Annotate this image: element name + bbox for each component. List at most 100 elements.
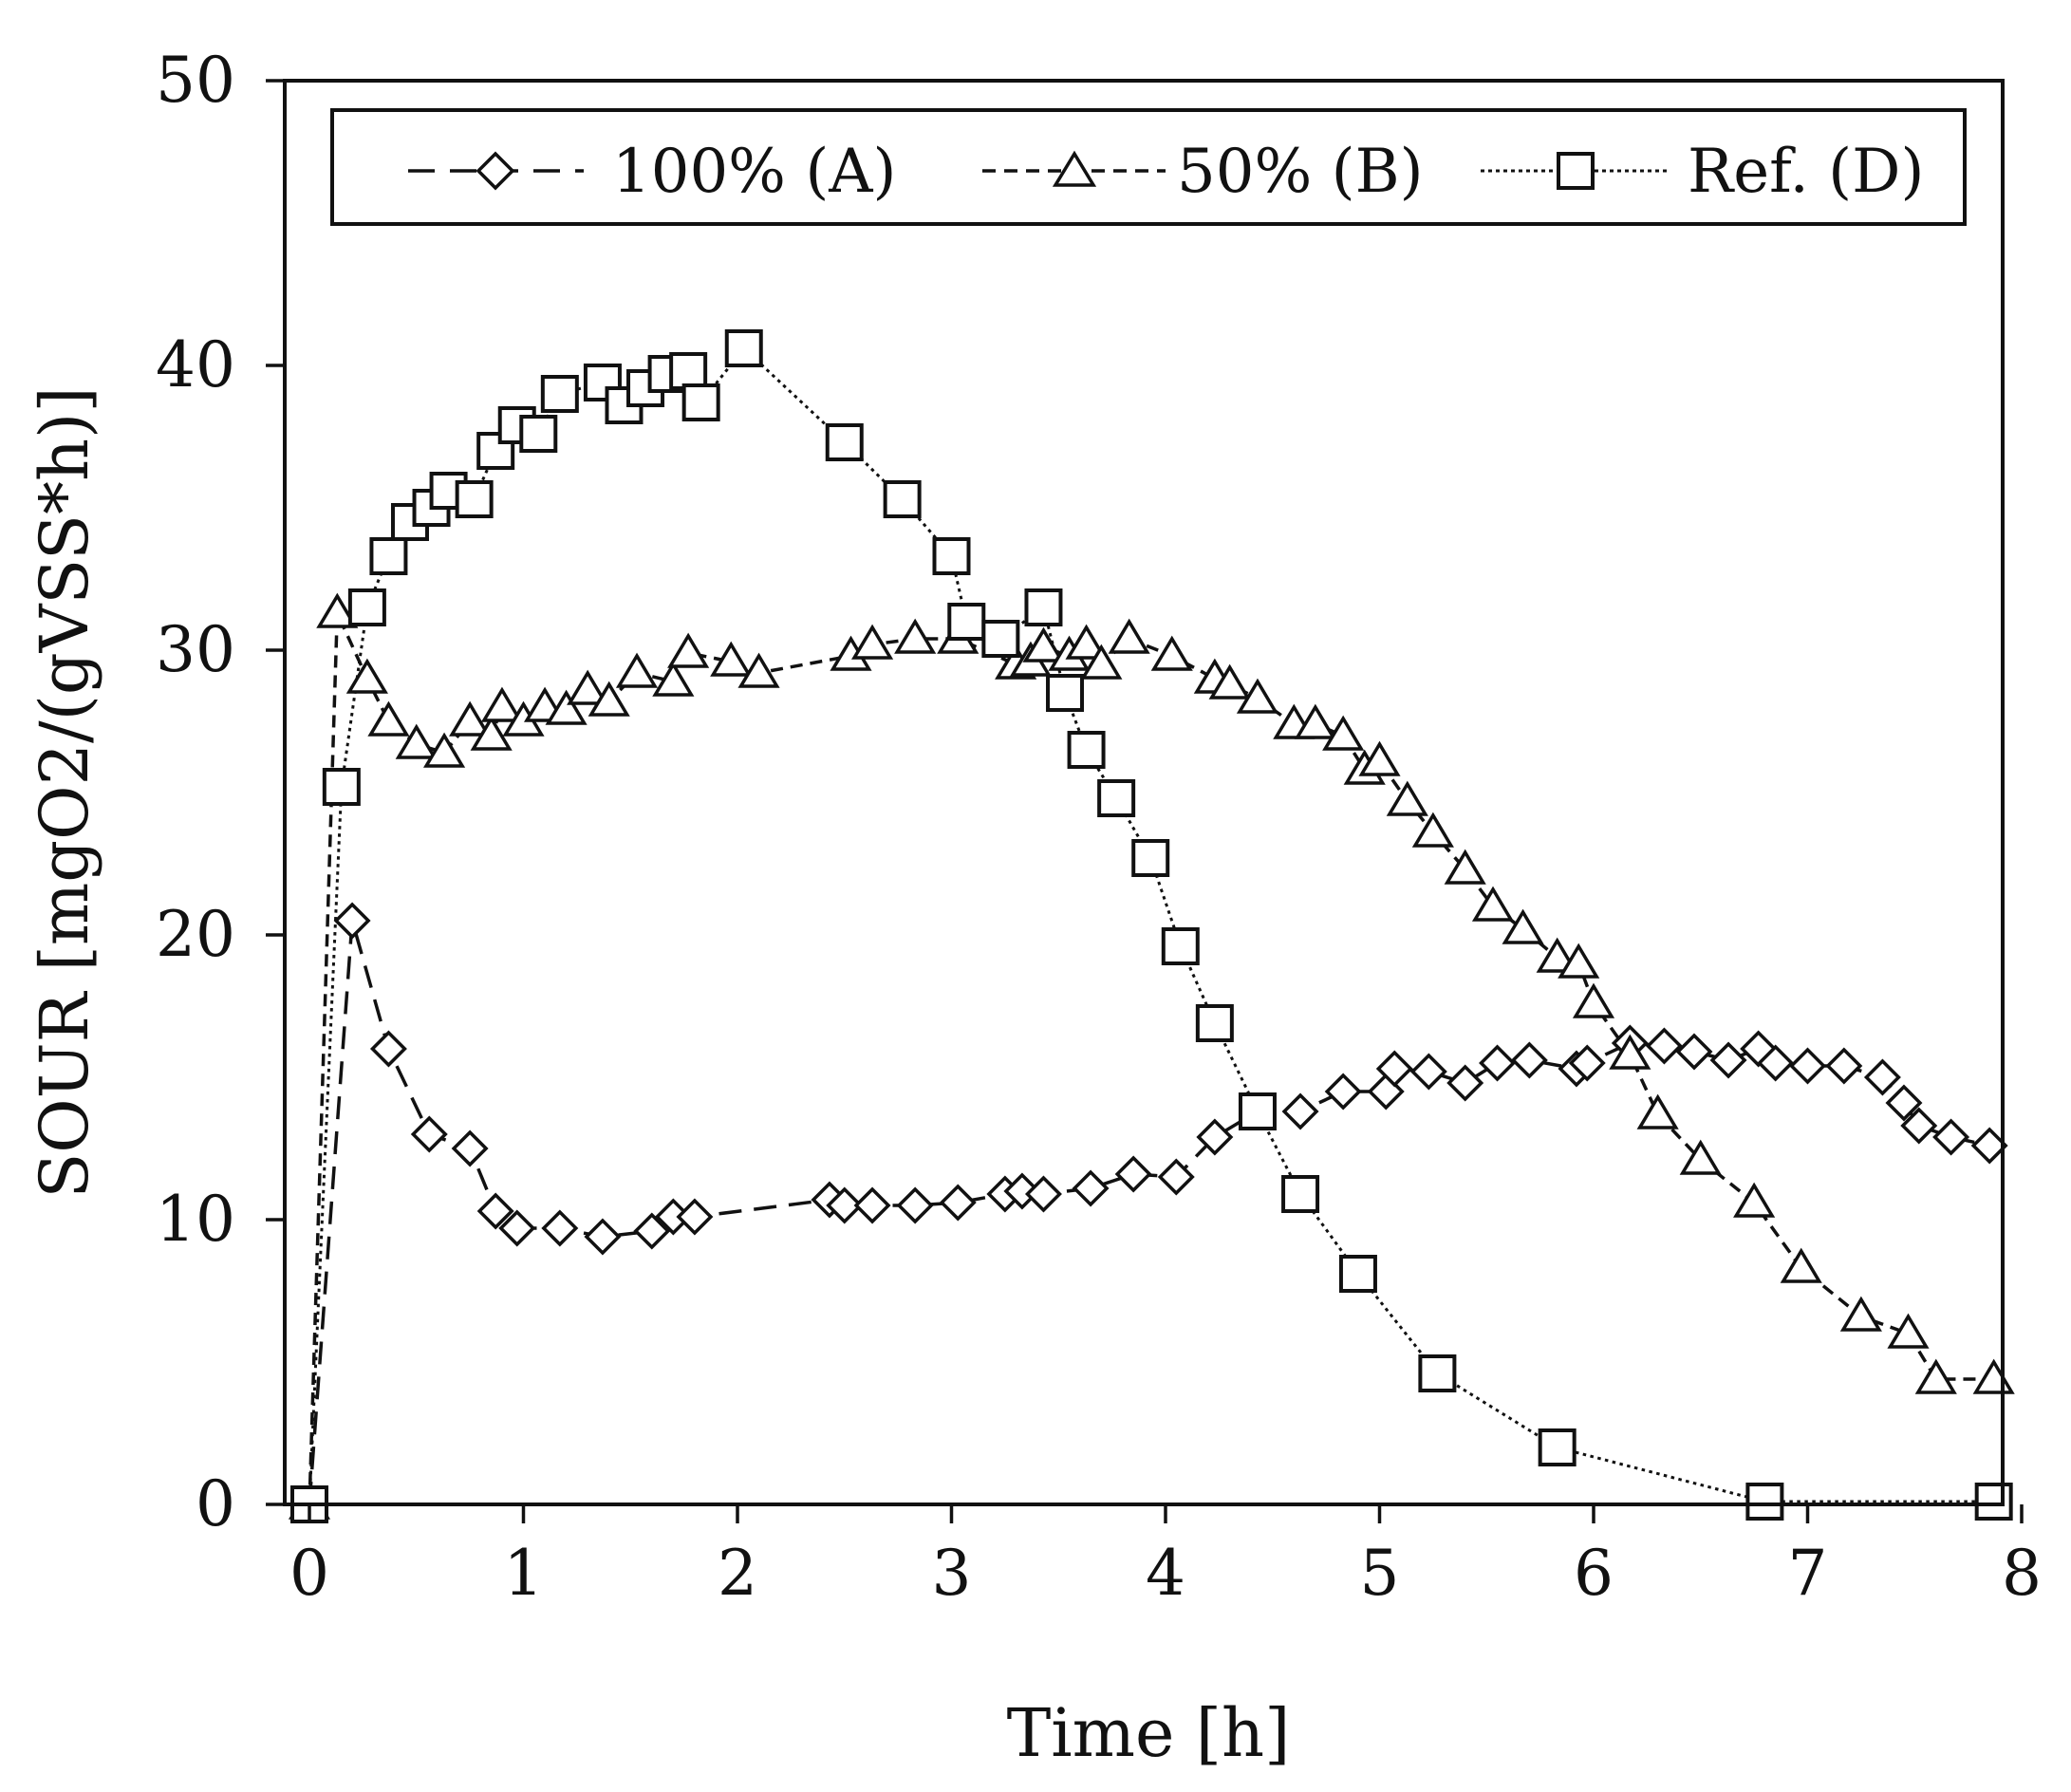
data-point-b — [1536, 937, 1578, 973]
data-point-b — [1411, 812, 1454, 848]
data-point-b — [480, 686, 524, 722]
legend: 100% (A) 50% (B) Ref. (D) — [330, 108, 1967, 226]
data-point-b — [1108, 618, 1150, 654]
data-point-d — [1281, 1175, 1320, 1213]
data-point-a — [1789, 1047, 1826, 1085]
data-point-d — [1195, 1004, 1234, 1042]
data-point-b — [850, 624, 894, 660]
data-point-b — [395, 723, 438, 759]
data-point-b — [615, 652, 659, 688]
data-point-d — [455, 480, 494, 518]
data-point-b — [588, 681, 630, 717]
data-point-d — [932, 537, 971, 575]
data-point-b — [1572, 982, 1615, 1018]
data-point-a — [1375, 1050, 1413, 1088]
data-point-b — [345, 658, 388, 694]
data-point-b — [1150, 635, 1193, 671]
data-point-b — [710, 641, 753, 677]
data-point-a — [676, 1198, 714, 1236]
data-point-b — [367, 700, 410, 737]
data-point-a — [1479, 1044, 1516, 1082]
data-point-b — [1444, 849, 1486, 885]
data-point-a — [939, 1184, 977, 1222]
data-point-a — [896, 1186, 934, 1224]
data-point-a — [1072, 1169, 1110, 1207]
data-point-b — [1679, 1139, 1722, 1175]
data-point-b — [1780, 1247, 1822, 1283]
data-point-a — [1932, 1118, 1970, 1156]
data-point-a — [1825, 1047, 1863, 1085]
legend-label-a: 100% (A) — [612, 137, 896, 207]
data-point-d — [1418, 1354, 1457, 1392]
data-point-d — [883, 480, 922, 518]
data-point-b — [667, 632, 710, 668]
data-point-a — [541, 1209, 579, 1247]
data-point-b — [1887, 1313, 1930, 1349]
data-point-d — [724, 329, 763, 367]
x-tick-label: 6 — [1574, 1537, 1614, 1610]
data-point-b — [1294, 703, 1336, 739]
data-point-a — [1510, 1041, 1548, 1079]
data-point-a — [1003, 1172, 1041, 1210]
data-point-a — [853, 1186, 891, 1224]
legend-box — [330, 108, 1967, 226]
data-point-d — [1046, 674, 1085, 712]
data-point-b — [894, 618, 937, 654]
data-point-d — [583, 364, 622, 401]
data-point-b — [1080, 644, 1123, 680]
legend-item-a: 100% (A) — [408, 137, 896, 207]
data-point-a — [1281, 1092, 1319, 1130]
data-point-a — [333, 902, 371, 940]
legend-item-b: 50% (B) — [982, 137, 1424, 207]
data-point-a — [476, 1192, 514, 1230]
data-point-d — [1161, 927, 1200, 965]
data-point-a — [1196, 1118, 1234, 1156]
data-point-d — [322, 768, 361, 806]
data-point-a — [1645, 1027, 1683, 1065]
data-point-a — [1446, 1064, 1484, 1102]
x-tick-label: 7 — [1788, 1537, 1828, 1610]
data-point-d — [1538, 1428, 1577, 1466]
y-tick-label: 50 — [156, 44, 235, 117]
y-tick-label: 40 — [156, 328, 235, 401]
data-point-d — [347, 588, 386, 626]
data-point-b — [1502, 908, 1544, 944]
data-point-d — [1024, 588, 1063, 626]
data-point-a — [1568, 1044, 1606, 1082]
x-tick-label: 3 — [932, 1537, 972, 1610]
data-point-b — [545, 689, 588, 725]
data-point-a — [1900, 1107, 1938, 1145]
data-point-a — [1409, 1053, 1447, 1091]
data-point-a — [1675, 1033, 1713, 1071]
data-point-d — [1131, 839, 1170, 877]
data-point-d — [681, 383, 720, 421]
data-point-a — [369, 1030, 407, 1068]
legend-label-b: 50% (B) — [1177, 137, 1424, 207]
y-tick-label: 10 — [156, 1183, 235, 1256]
x-tick-labels: 0 1 2 3 4 5 6 7 8 — [289, 1537, 2042, 1610]
data-point-a — [498, 1209, 536, 1247]
data-point-b — [1839, 1296, 1882, 1332]
data-point-a — [1709, 1041, 1747, 1079]
data-point-a — [1024, 1175, 1062, 1213]
legend-marker-a — [476, 151, 515, 191]
data-point-d — [1338, 1255, 1377, 1293]
data-point-d — [1067, 731, 1106, 769]
data-point-a — [1324, 1073, 1362, 1111]
data-point-b — [1236, 678, 1279, 714]
data-point-b — [470, 715, 513, 751]
data-point-a — [826, 1186, 864, 1224]
data-point-d — [1745, 1483, 1784, 1521]
data-point-b — [1609, 1034, 1651, 1070]
y-tick-label: 20 — [156, 898, 235, 971]
data-point-d — [1974, 1483, 2013, 1521]
data-point-d — [669, 352, 708, 390]
data-point-d — [369, 537, 408, 575]
legend-item-d: Ref. (D) — [1481, 137, 1924, 207]
x-axis-title: Time [h] — [1007, 1694, 1291, 1772]
data-point-d — [519, 415, 558, 453]
x-tick-label: 5 — [1360, 1537, 1400, 1610]
data-point-b — [1471, 886, 1515, 922]
